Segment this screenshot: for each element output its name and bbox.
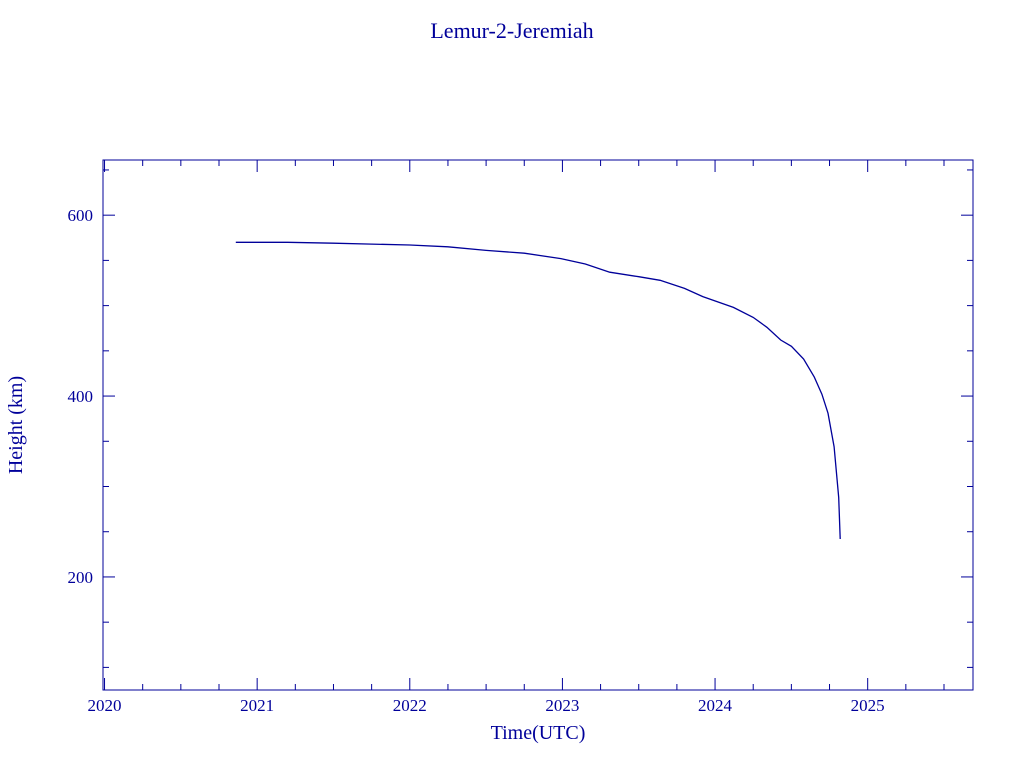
- x-tick-label: 2024: [698, 696, 733, 715]
- x-tick-label: 2023: [545, 696, 579, 715]
- y-axis-label: Height (km): [5, 376, 27, 474]
- x-axis-label: Time(UTC): [491, 722, 586, 744]
- y-tick-label: 400: [68, 387, 94, 406]
- series-line: [235, 241, 841, 540]
- x-tick-label: 2022: [393, 696, 427, 715]
- axis-ticks: [103, 160, 973, 690]
- y-tick-label: 200: [68, 568, 94, 587]
- x-tick-label: 2021: [240, 696, 274, 715]
- chart-title: Lemur-2-Jeremiah: [430, 18, 593, 43]
- y-tick-label: 600: [68, 206, 94, 225]
- x-tick-label: 2025: [851, 696, 885, 715]
- plot-frame: [102, 159, 974, 691]
- x-tick-label: 2020: [88, 696, 122, 715]
- tick-labels: 2020 2021 2022 2023 2024 2025 200 400 600: [68, 206, 885, 715]
